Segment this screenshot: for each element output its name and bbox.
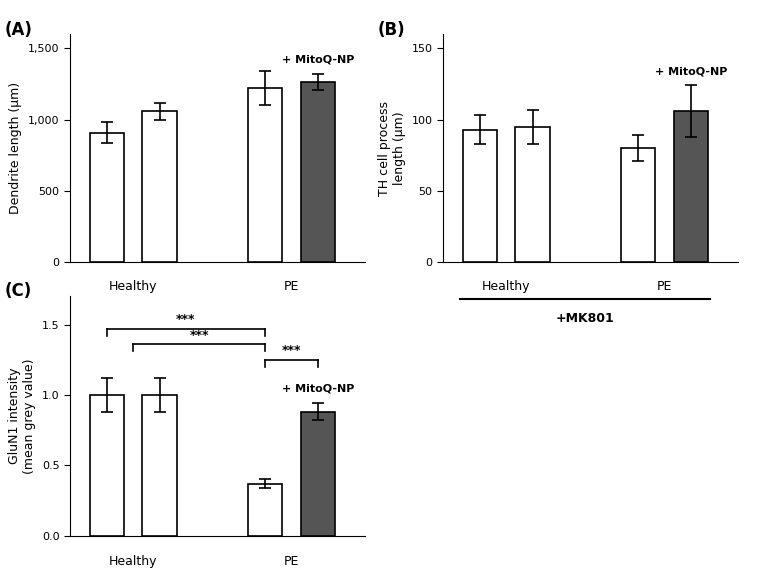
Bar: [248, 88, 282, 262]
Bar: [89, 395, 124, 536]
Text: PE: PE: [657, 280, 672, 294]
Text: +MK801: +MK801: [556, 312, 615, 325]
Y-axis label: Dendrite length (μm): Dendrite length (μm): [9, 82, 23, 214]
Text: (B): (B): [378, 21, 406, 39]
Text: + MitoQ-NP: + MitoQ-NP: [654, 66, 727, 76]
Y-axis label: TH cell process
length (μm): TH cell process length (μm): [378, 101, 406, 196]
Text: ***: ***: [281, 344, 301, 357]
Text: PE: PE: [284, 555, 299, 568]
Text: ***: ***: [190, 329, 209, 342]
Bar: [142, 395, 176, 536]
Bar: [515, 127, 549, 262]
Y-axis label: GluN1 intensity
(mean grey value): GluN1 intensity (mean grey value): [9, 359, 37, 474]
Bar: [621, 148, 655, 262]
Text: ***: ***: [176, 314, 196, 327]
Text: Healthy: Healthy: [109, 555, 158, 568]
Bar: [142, 111, 176, 262]
Text: Healthy: Healthy: [482, 280, 531, 294]
Text: + MitoQ-NP: + MitoQ-NP: [281, 384, 354, 394]
Bar: [89, 132, 124, 262]
Bar: [301, 82, 335, 262]
Text: + MitoQ-NP: + MitoQ-NP: [281, 55, 354, 65]
Text: (C): (C): [5, 282, 32, 300]
Bar: [674, 111, 708, 262]
Text: +MK801: +MK801: [183, 312, 242, 325]
Bar: [462, 129, 497, 262]
Text: Healthy: Healthy: [109, 280, 158, 294]
Text: (A): (A): [5, 21, 33, 39]
Text: PE: PE: [284, 280, 299, 294]
Bar: [301, 412, 335, 536]
Bar: [248, 484, 282, 536]
